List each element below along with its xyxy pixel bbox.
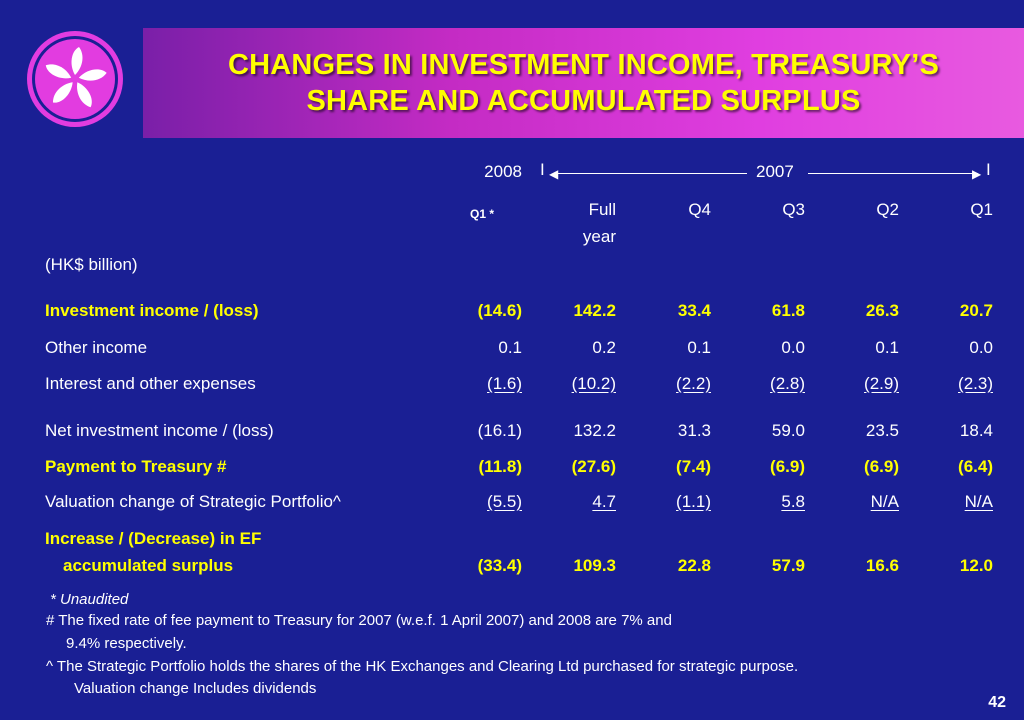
table-cell: (6.9) [864, 457, 899, 476]
title-bar: CHANGES IN INVESTMENT INCOME, TREASURY’S… [143, 28, 1024, 138]
row-label-increase-decrease: Increase / (Decrease) in EF [45, 529, 262, 548]
col-header-q3: Q3 [782, 200, 805, 219]
table-cell: (6.4) [958, 457, 993, 476]
left-arrowhead-icon: ◀ [549, 167, 559, 181]
table-cell: N/A [870, 492, 899, 511]
row-label-net-investment-income: Net investment income / (loss) [45, 421, 274, 440]
table-cell: 61.8 [771, 301, 805, 320]
table-cell: 31.3 [677, 421, 711, 440]
table-cell: 16.6 [865, 556, 899, 575]
table-cell: 33.4 [677, 301, 711, 320]
table-cell: (2.3) [958, 374, 993, 393]
table-cell: 0.1 [687, 338, 711, 357]
table-cell: 142.2 [573, 301, 616, 320]
footnote-hash-line2: 9.4% respectively. [66, 635, 187, 652]
table-cell: (33.4) [477, 556, 522, 575]
table-cell: (16.1) [477, 421, 522, 440]
right-arrowhead-icon: ▶ [972, 167, 982, 181]
table-cell: (6.9) [770, 457, 805, 476]
unit-label: (HK$ billion) [45, 255, 138, 274]
row-label-valuation-change: Valuation change of Strategic Portfolio^ [45, 492, 341, 511]
col-header-q2: Q2 [876, 200, 899, 219]
bauhinia-flower-icon [24, 28, 126, 130]
row-label-payment-treasury: Payment to Treasury # [45, 457, 227, 476]
col-header-q4: Q4 [688, 200, 711, 219]
table-cell: N/A [964, 492, 993, 511]
table-cell: 109.3 [573, 556, 616, 575]
year-2007-header: 2007 [756, 162, 794, 181]
table-cell: (14.6) [477, 301, 522, 320]
table-cell: (1.1) [676, 492, 711, 511]
table-cell: 18.4 [959, 421, 993, 440]
table-cell: (1.6) [487, 374, 522, 393]
page-title-line2: SHARE AND ACCUMULATED SURPLUS [306, 85, 861, 117]
table-cell: 57.9 [771, 556, 805, 575]
table-cell: (2.9) [864, 374, 899, 393]
page-number: 42 [988, 694, 1006, 711]
table-cell: 26.3 [865, 301, 899, 320]
table-cell: (2.2) [676, 374, 711, 393]
table-cell: (27.6) [571, 457, 616, 476]
footnote-caret-line2: Valuation change Includes dividends [74, 680, 317, 697]
col-header-full-year-line1: Full [588, 200, 616, 219]
row-label-investment-income: Investment income / (loss) [45, 301, 259, 320]
footnote-hash-line1: # The fixed rate of fee payment to Treas… [46, 612, 672, 629]
page-title-line1: CHANGES IN INVESTMENT INCOME, TREASURY’S [227, 49, 940, 81]
range-start-bar: I [540, 160, 545, 179]
table-cell: 4.7 [592, 492, 616, 511]
table-cell: 0.0 [969, 338, 993, 357]
row-label-other-income: Other income [45, 338, 148, 357]
table-cell: 132.2 [573, 421, 616, 440]
col-header-full-year-line2: year [582, 227, 616, 246]
footnote-unaudited: * Unaudited [50, 591, 129, 608]
table-cell: (10.2) [571, 374, 616, 393]
table-cell: (2.8) [770, 374, 805, 393]
footnote-caret-line1: ^ The Strategic Portfolio holds the shar… [46, 658, 799, 675]
row-label-interest-expenses: Interest and other expenses [45, 374, 256, 393]
table-cell: 0.1 [875, 338, 899, 357]
range-arrow-left [555, 173, 747, 174]
table-cell: 12.0 [959, 556, 993, 575]
table-cell: 20.7 [959, 301, 993, 320]
table-cell: 23.5 [865, 421, 899, 440]
table-cell: (7.4) [676, 457, 711, 476]
table-cell: 0.1 [498, 338, 522, 357]
table-cell: 0.0 [781, 338, 805, 357]
table-cell: (11.8) [478, 457, 522, 476]
table-cell: 5.8 [781, 492, 805, 511]
col-header-q1-2008: Q1 * [470, 207, 495, 221]
range-end-bar: I [986, 160, 991, 179]
row-label-accumulated-surplus: accumulated surplus [63, 556, 234, 575]
table-cell: 22.8 [677, 556, 711, 575]
range-arrow-right [808, 173, 978, 174]
col-header-q1: Q1 [970, 200, 993, 219]
table-cell: (5.5) [487, 492, 522, 511]
year-2008-header: 2008 [484, 162, 522, 181]
table-cell: 0.2 [592, 338, 616, 357]
table-cell: 59.0 [771, 421, 805, 440]
